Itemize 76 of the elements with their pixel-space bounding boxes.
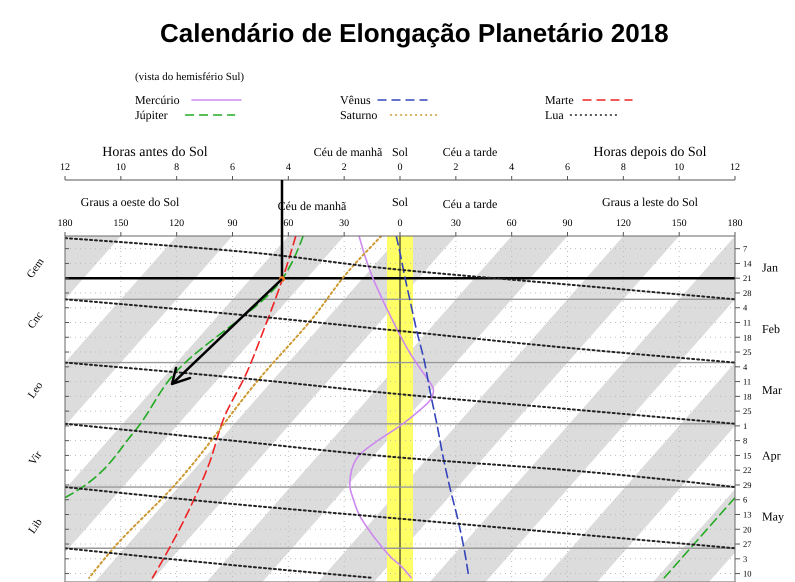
legend-label: Júpiter xyxy=(135,108,168,122)
y-tick-label: 11 xyxy=(743,376,752,387)
y2-tick-label: May xyxy=(762,510,784,524)
y-tick-label: 1 xyxy=(743,420,748,431)
x2-tick-label: 10 xyxy=(116,162,126,173)
x-tick-label: 30 xyxy=(450,218,461,229)
x-tick-label: 180 xyxy=(58,218,72,229)
chart-subtitle: (vista do hemisfério Sul) xyxy=(135,71,244,83)
x2-tick-label: 6 xyxy=(230,162,235,173)
chart-title: Calendário de Elongação Planetário 2018 xyxy=(160,18,669,48)
x-tick-label: 150 xyxy=(113,218,128,229)
x-tick-label: 150 xyxy=(672,218,687,229)
y-tick-label: 18 xyxy=(743,332,752,342)
text: Leo xyxy=(26,379,46,401)
text: Céu de manhã xyxy=(314,145,383,159)
y-tick-label: 20 xyxy=(743,524,752,534)
y-tick-label: 10 xyxy=(743,568,752,579)
x-tick-label: 180 xyxy=(728,218,742,229)
text: Horas depois do Sol xyxy=(593,145,707,160)
legend-label: Vênus xyxy=(340,93,371,107)
legend-label: Lua xyxy=(545,108,564,122)
y-tick-label: 25 xyxy=(743,347,752,358)
text: Lib xyxy=(26,516,46,536)
x-tick-label: 60 xyxy=(283,218,294,229)
legend-label: Saturno xyxy=(340,108,378,122)
x-tick-label: 120 xyxy=(169,218,184,229)
text: Sol xyxy=(392,195,409,209)
x-tick-label: 30 xyxy=(339,218,350,229)
y-tick-label: 4 xyxy=(743,302,748,313)
x2-tick-label: 10 xyxy=(674,162,684,173)
text: Horas antes do Sol xyxy=(102,145,208,160)
x-tick-label: 60 xyxy=(506,218,517,229)
text: Céu a tarde xyxy=(442,197,498,211)
y-tick-label: 22 xyxy=(743,465,752,476)
y-tick-label: 21 xyxy=(743,273,752,284)
y-tick-label: 13 xyxy=(743,509,752,520)
text: Sol xyxy=(392,145,409,159)
y-tick-label: 15 xyxy=(743,450,752,460)
y2-tick-label: Mar xyxy=(762,383,782,398)
y-tick-label: 4 xyxy=(743,362,748,372)
x2-tick-label: 4 xyxy=(509,162,514,173)
x2-tick-label: 8 xyxy=(174,162,180,173)
x-tick-label: 0 xyxy=(398,218,402,229)
text: Graus a oeste do Sol xyxy=(80,195,180,209)
y-tick-label: 3 xyxy=(743,554,748,564)
legend-label: Mercúrio xyxy=(135,93,180,107)
y2-tick-label: Apr xyxy=(762,448,781,462)
text: Vir xyxy=(26,448,45,468)
y-tick-label: 8 xyxy=(743,436,748,446)
x2-tick-label: 12 xyxy=(60,162,70,173)
legend-label: Marte xyxy=(545,93,574,107)
x2-tick-label: 4 xyxy=(286,162,291,173)
y-tick-label: 25 xyxy=(743,406,752,416)
y-tick-label: 7 xyxy=(743,244,748,254)
y-tick-label: 28 xyxy=(743,288,752,298)
x-tick-label: 90 xyxy=(228,218,238,229)
x2-tick-label: 0 xyxy=(398,162,402,173)
y2-tick-label: Jan xyxy=(762,260,778,275)
text: Céu a tarde xyxy=(442,145,498,159)
x2-tick-label: 6 xyxy=(565,162,570,173)
y2-tick-label: Feb xyxy=(762,322,780,336)
x-tick-label: 120 xyxy=(616,218,631,229)
y-tick-label: 27 xyxy=(743,539,752,550)
y-tick-label: 11 xyxy=(743,318,752,328)
y-tick-label: 29 xyxy=(743,480,752,490)
y-tick-label: 18 xyxy=(743,391,752,402)
y-tick-label: 14 xyxy=(743,258,752,268)
text: Graus a leste do Sol xyxy=(602,195,699,209)
x2-tick-label: 12 xyxy=(730,162,740,173)
x2-tick-label: 2 xyxy=(342,162,347,173)
x2-tick-label: 2 xyxy=(453,162,458,173)
text: Cnc xyxy=(26,309,46,331)
text: Gem xyxy=(24,256,47,280)
x2-tick-label: 8 xyxy=(620,162,626,173)
x-tick-label: 90 xyxy=(562,218,572,229)
y-tick-label: 6 xyxy=(743,494,748,505)
